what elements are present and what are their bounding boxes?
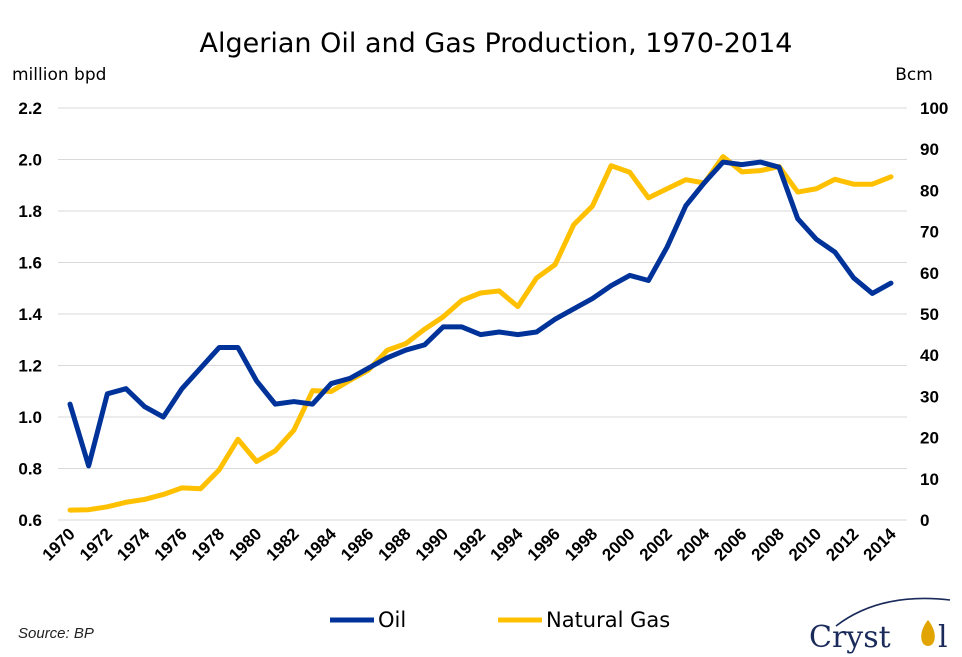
x-tick-label: 2000	[598, 524, 638, 564]
right-tick-label: 80	[920, 181, 939, 200]
logo-text-left: Cryst	[809, 620, 891, 655]
logo-text-right: l	[938, 620, 948, 655]
x-tick-label: 2014	[860, 524, 901, 565]
left-tick-label: 0.6	[18, 511, 42, 530]
right-tick-label: 40	[920, 346, 939, 365]
right-tick-label: 100	[920, 99, 948, 118]
source-note: Source: BP	[18, 625, 94, 642]
x-tick-label: 2004	[673, 524, 714, 565]
right-axis-unit: Bcm	[895, 65, 933, 85]
x-tick-label: 1986	[337, 524, 377, 564]
x-axis-ticks: 1970197219741976197819801982198419861988…	[39, 524, 901, 565]
crystol-logo: Cryst l	[809, 597, 951, 655]
x-tick-label: 1994	[486, 524, 527, 565]
x-tick-label: 1980	[225, 524, 265, 564]
left-tick-label: 1.6	[18, 254, 42, 273]
x-tick-label: 2010	[785, 524, 825, 564]
x-tick-label: 1992	[449, 524, 489, 564]
left-tick-label: 1.0	[18, 408, 42, 427]
left-tick-label: 1.2	[18, 357, 42, 376]
x-tick-label: 1996	[524, 524, 564, 564]
legend-gas-label: Natural Gas	[546, 608, 670, 632]
left-tick-label: 1.8	[18, 202, 42, 221]
x-tick-label: 1972	[76, 524, 116, 564]
x-tick-label: 2006	[710, 524, 750, 564]
x-tick-label: 2012	[822, 524, 862, 564]
right-tick-label: 0	[920, 511, 929, 530]
x-tick-label: 1974	[113, 524, 154, 565]
x-tick-label: 1998	[561, 524, 601, 564]
x-tick-label: 1988	[375, 524, 415, 564]
x-tick-label: 1970	[39, 524, 79, 564]
gridlines	[58, 107, 907, 521]
series-layer	[67, 154, 894, 513]
x-tick-label: 1990	[412, 524, 452, 564]
legend: Oil Natural Gas	[330, 608, 670, 632]
chart-title: Algerian Oil and Gas Production, 1970-20…	[200, 28, 793, 59]
right-tick-label: 70	[920, 223, 939, 242]
oil-series-line	[67, 159, 894, 469]
logo-swoosh	[835, 597, 951, 627]
left-tick-label: 1.4	[18, 305, 42, 324]
logo-drop-icon	[921, 620, 935, 646]
x-tick-label: 1978	[188, 524, 228, 564]
right-tick-label: 60	[920, 264, 939, 283]
right-tick-label: 10	[920, 470, 939, 489]
left-tick-label: 2.0	[18, 151, 42, 170]
right-tick-label: 90	[920, 140, 939, 159]
left-tick-label: 2.2	[18, 99, 42, 118]
right-axis-ticks: 0 10 20 30 40 50 60 70 80 90 100	[920, 99, 948, 530]
left-axis-ticks: 0.6 0.8 1.0 1.2 1.4 1.6 1.8 2.0 2.2	[18, 99, 42, 530]
left-axis-unit: million bpd	[12, 65, 106, 85]
x-tick-label: 2002	[636, 524, 676, 564]
right-tick-label: 50	[920, 305, 939, 324]
x-tick-label: 2008	[748, 524, 788, 564]
right-tick-label: 30	[920, 387, 939, 406]
left-tick-label: 0.8	[18, 460, 42, 479]
legend-oil-label: Oil	[378, 608, 406, 632]
x-tick-label: 1984	[300, 524, 341, 565]
right-tick-label: 20	[920, 429, 939, 448]
x-tick-label: 1976	[151, 524, 191, 564]
natural-gas-series-line	[67, 154, 894, 513]
x-tick-label: 1982	[263, 524, 303, 564]
